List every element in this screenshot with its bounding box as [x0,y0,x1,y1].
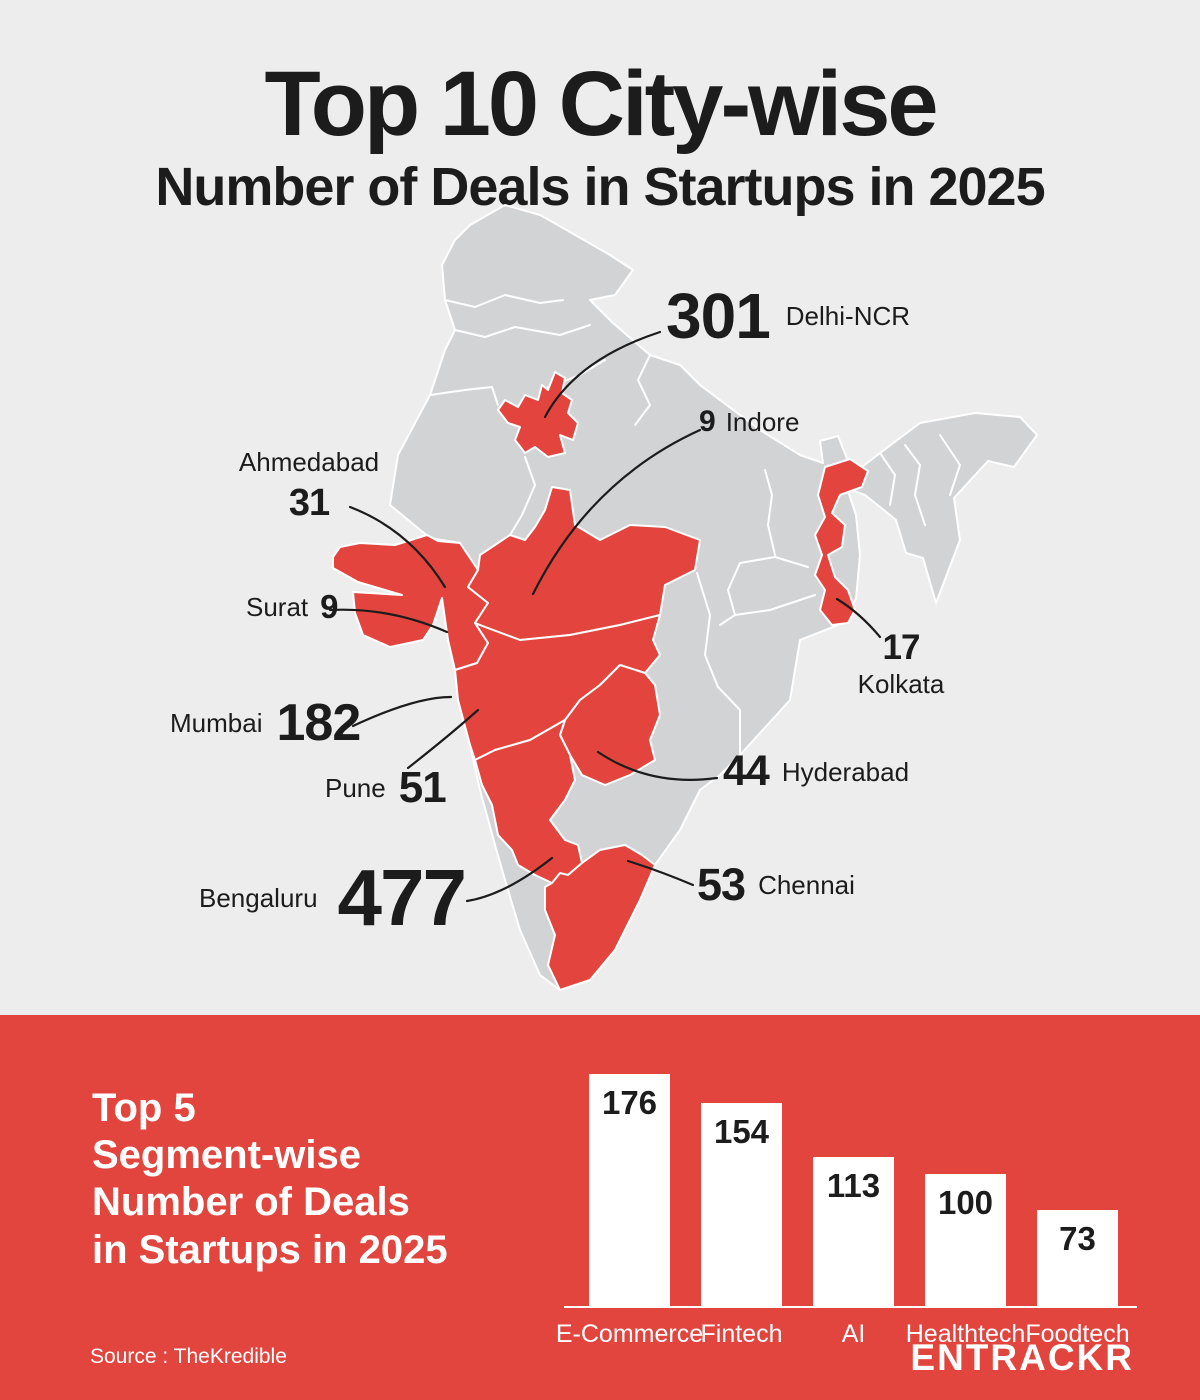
connector-pune [406,708,480,770]
connector-bengaluru [465,856,554,903]
bar-AI: 113 [813,1157,894,1306]
bar-value-label: 176 [601,1084,658,1121]
deal-count-bengaluru: 477 [337,853,467,942]
connector-chennai [626,859,695,887]
border-bihar-jharkhand [739,556,809,568]
border-northeast-1 [879,452,896,506]
border-jammu-south [444,294,564,308]
bar-category-label: AI [841,1320,866,1348]
segment-section-heading: Top 5 Segment-wise Number of Deals in St… [92,1085,448,1274]
city-label-kolkata: Kolkata [857,669,945,699]
connector-delhi [543,330,662,419]
border-punjab-rajasthan [429,386,499,406]
deal-count-chennai: 53 [697,859,746,910]
heading-line-1: Top 5 [92,1086,196,1130]
page-title: Top 10 City-wise Number of Deals in Star… [0,58,1200,218]
bar-Foodtech: 73 [1037,1210,1118,1306]
border-up-bihar [764,469,776,556]
india-map [328,204,1038,991]
heading-line-2: Segment-wise [92,1133,361,1178]
callout-indore: 9 Indore [699,407,799,437]
bar-value-label: 154 [713,1113,770,1150]
border-odisha-andhra [717,686,741,756]
x-axis-line [564,1306,1137,1308]
city-label-chennai: Chennai [758,869,855,900]
bar-value-label: 73 [1059,1220,1096,1257]
title-line-2: Number of Deals in Startups in 2025 [155,157,1045,217]
deal-count-pune: 51 [398,763,447,812]
deal-count-mumbai: 182 [276,694,361,752]
state-west-bengal [814,458,869,626]
connector-indore [531,428,702,596]
city-label-delhi-ncr: Delhi-NCR [785,301,911,331]
border-northeast-2 [904,444,926,526]
city-label-pune: Pune [325,773,386,803]
source-credit: Source : TheKredible [90,1345,287,1368]
deal-count-surat: 9 [320,588,338,625]
state-tamil-nadu [544,844,656,991]
bar-value-label: 113 [826,1167,881,1204]
callout-ahmedabad: Ahmedabad 31 [239,449,379,524]
bar-category-label: Fintech [700,1320,783,1348]
deal-count-indore: 9 [699,405,716,438]
bar-category-label: Foodtech [1025,1320,1130,1348]
deal-count-delhi-ncr: 301 [666,280,771,352]
callout-kolkata: 17 Kolkata [856,630,946,697]
bar-Fintech: 154 [701,1103,782,1306]
border-uttarakhand-up [634,354,651,426]
bar-value-label: 100 [937,1184,994,1221]
bar-column-Healthtech: 100 Healthtech [906,1174,1025,1348]
state-delhi-ncr [497,371,579,458]
connector-ahmedabad [348,505,447,589]
bar-group: 176 E-Commerce 154 Fintech 113 AI 100 Healthtec… [556,1015,1130,1348]
segment-bar-chart: 176 E-Commerce 154 Fintech 113 AI 100 Healthtec… [556,1015,1137,1348]
state-telangana [559,664,661,786]
border-chhattisgarh-odisha [696,572,719,688]
heading-line-3: Number of Deals [92,1180,410,1225]
callout-hyderabad: 44 Hyderabad [723,750,909,793]
connector-surat [328,608,449,634]
border-jharkhand-odisha [734,594,816,616]
bar-category-label: Healthtech [905,1320,1026,1348]
city-label-surat: Surat [246,591,309,622]
bar-E-Commerce: 176 [589,1074,670,1306]
heading-line-4: in Startups in 2025 [92,1227,448,1272]
callout-chennai: 53 Chennai [697,862,855,907]
callout-mumbai: Mumbai 182 [170,694,361,752]
state-karnataka [474,719,583,884]
bar-Healthtech: 100 [925,1174,1006,1306]
border-northeast-3 [939,434,961,496]
state-gujarat [332,534,489,671]
city-label-ahmedabad: Ahmedabad [238,447,380,477]
deal-count-kolkata: 17 [882,628,921,667]
city-label-indore: Indore [725,407,800,437]
bar-column-AI: 113 AI [813,1157,894,1348]
callout-surat: Surat 9 [246,588,339,625]
callout-bengaluru: Bengaluru 477 [199,853,467,942]
deal-count-ahmedabad: 31 [288,482,330,524]
segment-section: Top 5 Segment-wise Number of Deals in St… [0,1015,1200,1400]
connector-hyderabad [596,750,719,781]
callout-delhi-ncr: 301 Delhi-NCR [666,284,910,348]
connector-kolkata [835,597,882,639]
city-label-mumbai: Mumbai [170,708,263,738]
border-himachal-south [454,324,591,338]
title-line-1: Top 10 City-wise [264,53,938,155]
callout-pune: Pune 51 [325,763,447,812]
city-label-bengaluru: Bengaluru [199,883,318,913]
border-rajasthan-up [509,456,536,536]
deal-count-hyderabad: 44 [723,747,770,795]
bar-column-Foodtech: 73 Foodtech [1025,1210,1130,1348]
connector-mumbai [351,695,453,728]
city-label-hyderabad: Hyderabad [781,756,910,787]
bar-column-E-Commerce: 176 E-Commerce [556,1074,703,1348]
bar-column-Fintech: 154 Fintech [701,1103,782,1348]
bar-category-label: E-Commerce [555,1320,704,1348]
border-jharkhand-west [719,562,741,626]
entrackr-logo: ENTRACKR [910,1337,1134,1378]
